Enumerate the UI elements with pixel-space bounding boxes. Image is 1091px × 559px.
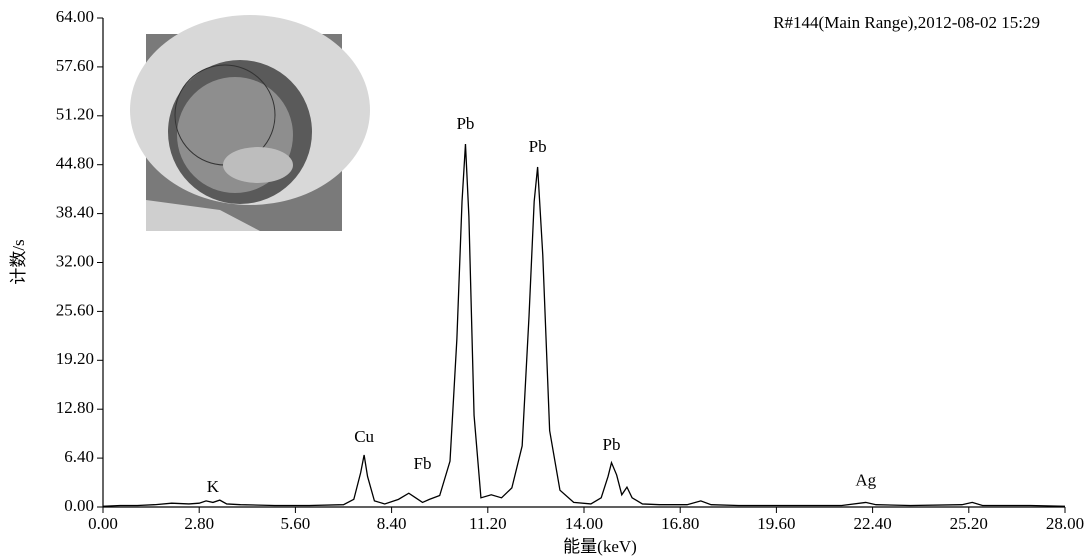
- peak-label: Pb: [603, 435, 621, 454]
- x-tick-label: 5.60: [281, 514, 311, 533]
- x-axis-label: 能量(keV): [563, 537, 637, 556]
- y-tick-label: 44.80: [56, 154, 94, 173]
- peak-label: K: [207, 477, 220, 496]
- peak-label: Pb: [456, 114, 474, 133]
- y-tick-label: 51.20: [56, 105, 94, 124]
- peak-label: Ag: [855, 471, 876, 490]
- y-tick-label: 19.20: [56, 349, 94, 368]
- x-tick-label: 2.80: [184, 514, 214, 533]
- x-tick-label: 0.00: [88, 514, 118, 533]
- peak-label: Cu: [354, 427, 374, 446]
- x-tick-label: 19.60: [757, 514, 795, 533]
- y-tick-label: 25.60: [56, 300, 94, 319]
- chart-title: R#144(Main Range),2012-08-02 15:29: [773, 13, 1040, 32]
- y-tick-label: 0.00: [64, 496, 94, 515]
- y-tick-label: 57.60: [56, 56, 94, 75]
- peak-label: Fb: [414, 454, 432, 473]
- y-tick-label: 6.40: [64, 447, 94, 466]
- y-tick-label: 32.00: [56, 251, 94, 270]
- x-tick-label: 11.20: [469, 514, 507, 533]
- x-tick-label: 22.40: [853, 514, 891, 533]
- x-tick-label: 28.00: [1046, 514, 1084, 533]
- x-tick-label: 16.80: [661, 514, 699, 533]
- y-tick-label: 38.40: [56, 203, 94, 222]
- y-tick-label: 64.00: [56, 7, 94, 26]
- inset-photo: [130, 15, 370, 231]
- x-tick-label: 25.20: [950, 514, 988, 533]
- x-tick-label: 8.40: [377, 514, 407, 533]
- y-tick-label: 12.80: [56, 398, 94, 417]
- spectrum-line: [102, 144, 1066, 507]
- x-tick-label: 14.00: [565, 514, 603, 533]
- y-axis-label: 计数/s: [9, 239, 28, 284]
- peak-label: Pb: [529, 137, 547, 156]
